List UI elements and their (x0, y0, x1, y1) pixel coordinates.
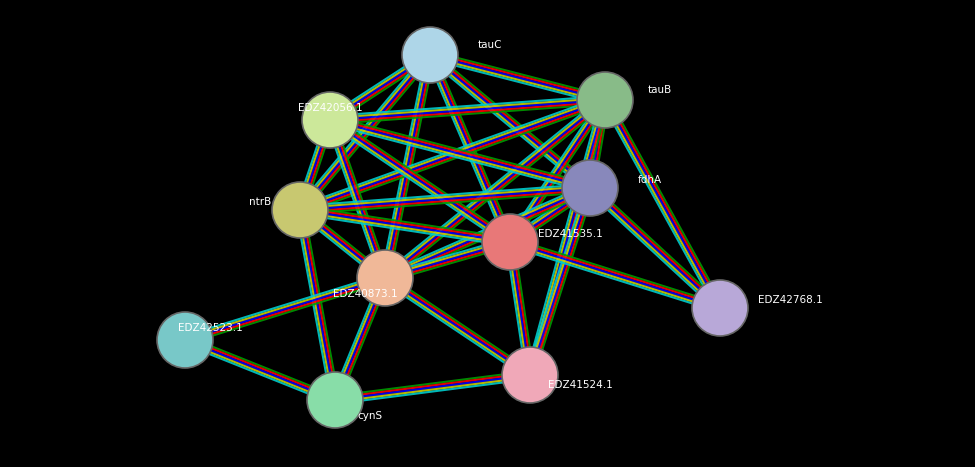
Text: EDZ42523.1: EDZ42523.1 (177, 323, 243, 333)
Circle shape (562, 160, 618, 216)
Circle shape (577, 72, 633, 128)
Text: EDZ41524.1: EDZ41524.1 (548, 380, 612, 390)
Circle shape (157, 312, 213, 368)
Text: EDZ42056.1: EDZ42056.1 (297, 103, 363, 113)
Text: EDZ41535.1: EDZ41535.1 (537, 229, 603, 239)
Text: tauC: tauC (478, 40, 502, 50)
Text: ntrB: ntrB (249, 197, 271, 207)
Circle shape (302, 92, 358, 148)
Circle shape (402, 27, 458, 83)
Circle shape (482, 214, 538, 270)
Text: fdhA: fdhA (638, 175, 662, 185)
Circle shape (692, 280, 748, 336)
Text: cynS: cynS (358, 411, 382, 421)
Text: tauB: tauB (647, 85, 672, 95)
Circle shape (307, 372, 363, 428)
Text: EDZ42768.1: EDZ42768.1 (758, 295, 822, 305)
Circle shape (502, 347, 558, 403)
Text: EDZ40873.1: EDZ40873.1 (332, 289, 398, 299)
Circle shape (272, 182, 328, 238)
Circle shape (357, 250, 413, 306)
